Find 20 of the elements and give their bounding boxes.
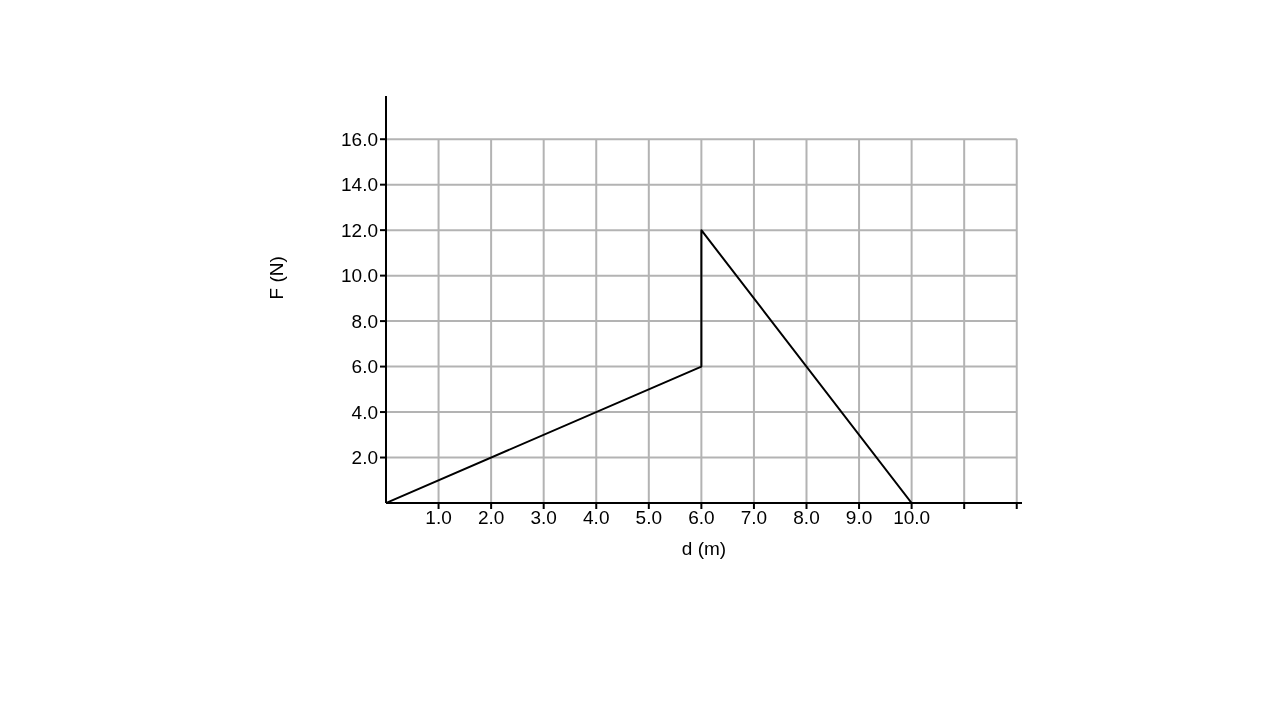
y-tick-label: 10.0 bbox=[341, 265, 378, 287]
x-tick-label: 3.0 bbox=[530, 507, 557, 529]
y-tick-label: 14.0 bbox=[341, 174, 378, 196]
y-tick-label: 4.0 bbox=[351, 401, 378, 423]
y-tick-label: 2.0 bbox=[351, 447, 378, 469]
x-tick-label: 5.0 bbox=[635, 507, 663, 529]
x-tick-label: 8.0 bbox=[793, 507, 820, 529]
y-tick-label: 12.0 bbox=[341, 219, 378, 241]
y-tick-label: 8.0 bbox=[351, 310, 378, 332]
y-tick-label: 6.0 bbox=[351, 356, 378, 378]
x-tick-label: 7.0 bbox=[740, 507, 768, 529]
y-axis-title: F (N) bbox=[265, 256, 287, 300]
y-tick-label: 16.0 bbox=[341, 128, 378, 150]
x-tick-label: 6.0 bbox=[688, 507, 715, 529]
x-tick-label: 4.0 bbox=[583, 507, 610, 529]
x-axis-title: d (m) bbox=[681, 538, 727, 559]
x-tick-label: 9.0 bbox=[845, 507, 873, 529]
x-tick-label: 10.0 bbox=[893, 507, 931, 529]
x-tick-label: 1.0 bbox=[425, 507, 452, 529]
x-tick-label: 2.0 bbox=[477, 507, 505, 529]
